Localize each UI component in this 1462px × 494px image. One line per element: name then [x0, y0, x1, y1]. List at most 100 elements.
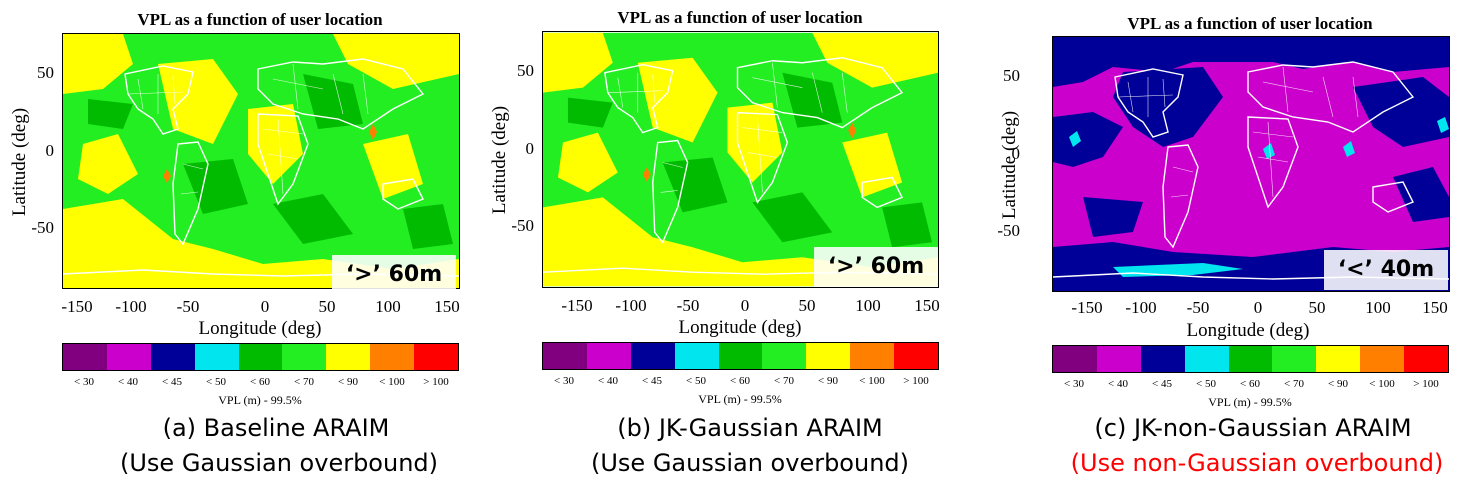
colorbar-swatch	[718, 343, 763, 369]
colorbar	[542, 342, 939, 370]
region-bin-90	[78, 134, 138, 194]
region-bin-90	[158, 59, 238, 144]
caption-line1: (b) JK-Gaussian ARAIM	[617, 414, 883, 442]
colorbar-label: < 40	[1108, 378, 1128, 390]
x-axis-label: Longitude (deg)	[198, 318, 322, 339]
caption-line1: (a) Baseline ARAIM	[162, 414, 390, 442]
vpl-map-svg	[63, 34, 459, 288]
colorbar-swatch	[762, 343, 807, 369]
colorbar-label: < 45	[162, 376, 182, 388]
colorbar-label: < 50	[1196, 378, 1216, 390]
x-tick: 50	[798, 296, 816, 315]
colorbar-swatch	[1096, 346, 1141, 372]
colorbar-label: < 50	[686, 375, 706, 387]
y-axis-label: Latitude (deg)	[999, 110, 1020, 220]
x-tick: 150	[434, 297, 460, 316]
colorbar-label: < 90	[1328, 378, 1348, 390]
country-borders	[607, 62, 848, 193]
colorbar-swatch	[1316, 346, 1361, 372]
region-bin-90	[333, 34, 459, 89]
region-bin-90	[812, 32, 938, 88]
x-tick: -150	[1071, 298, 1103, 317]
region-bin-90	[842, 132, 903, 198]
colorbar-label: < 60	[250, 376, 270, 388]
colorbar-swatch	[1053, 346, 1097, 372]
colorbar-swatch	[282, 344, 327, 370]
chart-title: VPL as a function of user location	[1127, 14, 1373, 33]
region-bin-50	[1437, 117, 1449, 133]
colorbar-label: > 100	[903, 375, 929, 387]
colorbar-swatch	[63, 344, 107, 370]
x-tick: 50	[1308, 298, 1326, 317]
colorbar-swatch	[1360, 346, 1405, 372]
colorbar-swatch	[850, 343, 895, 369]
y-tick: 50	[37, 63, 54, 82]
colorbar-swatch	[150, 344, 195, 370]
vpl-map	[62, 33, 460, 289]
x-tick: 100	[855, 296, 881, 315]
colorbar-label: < 30	[1064, 378, 1084, 390]
colorbar-swatch	[194, 344, 239, 370]
colorbar-swatch	[630, 343, 675, 369]
x-tick: 50	[318, 297, 336, 316]
x-axis-label: Longitude (deg)	[1186, 320, 1310, 341]
colorbar-title: VPL (m) - 99.5%	[1208, 395, 1292, 409]
vpl-annotation: ‘>’ 60m	[332, 255, 456, 295]
region-bin-60	[273, 194, 353, 244]
y-tick: 50	[1003, 66, 1020, 85]
colorbar-label: < 40	[118, 376, 138, 388]
panel-a: VPL as a function of user location	[0, 0, 487, 494]
colorbar-label: < 90	[338, 376, 358, 388]
region-bin-100	[642, 167, 651, 182]
region-bin-60	[882, 202, 933, 248]
region-bin-50	[1263, 143, 1275, 159]
x-tick: -150	[561, 296, 593, 315]
region-bin-45	[1083, 197, 1143, 237]
colorbar-swatch	[414, 344, 459, 370]
y-tick: 50	[517, 61, 534, 80]
x-tick: -50	[676, 296, 700, 315]
y-tick: -50	[997, 221, 1020, 240]
colorbar-swatch	[106, 344, 151, 370]
colorbar-label: < 70	[1284, 378, 1304, 390]
colorbar-swatch	[806, 343, 851, 369]
colorbar-swatch	[586, 343, 631, 369]
region-bin-45	[1053, 37, 1449, 87]
colorbar-label: < 90	[818, 375, 838, 387]
panel-c: VPL as a function of user location	[990, 0, 1462, 494]
x-tick: -50	[1186, 298, 1210, 317]
y-axis-label: Latitude (deg)	[489, 105, 510, 215]
x-tick: -100	[115, 297, 147, 316]
colorbar-swatch	[1140, 346, 1185, 372]
x-tick: 150	[1422, 298, 1448, 317]
y-tick: -50	[31, 218, 54, 237]
y-tick: 0	[525, 139, 535, 158]
x-tick: -100	[1125, 298, 1157, 317]
colorbar-label: < 100	[859, 375, 885, 387]
x-tick: -150	[61, 297, 93, 316]
region-bin-45	[1393, 167, 1449, 222]
colorbar-label: < 45	[1152, 378, 1172, 390]
region-bin-90	[637, 57, 718, 143]
colorbar-swatch	[370, 344, 415, 370]
region-bin-60	[567, 97, 613, 128]
colorbar-swatch	[1272, 346, 1317, 372]
x-axis-label: Longitude (deg)	[678, 317, 802, 338]
region-bin-60	[403, 204, 453, 249]
y-tick: -50	[511, 216, 534, 235]
region-bin-90	[543, 32, 613, 93]
colorbar-label: > 100	[423, 376, 449, 388]
colorbar-swatch	[1404, 346, 1449, 372]
region-bin-90	[363, 134, 423, 199]
chart-title: VPL as a function of user location	[137, 10, 383, 29]
colorbar-swatch	[674, 343, 719, 369]
region-bin-100	[369, 124, 377, 140]
x-tick: -50	[176, 297, 200, 316]
country-borders	[127, 63, 369, 195]
colorbar	[62, 343, 459, 371]
y-tick: 0	[45, 141, 55, 160]
caption-line2: (Use non-Gaussian overbound)	[1070, 449, 1444, 477]
x-tick: 100	[1365, 298, 1391, 317]
colorbar	[1052, 345, 1449, 373]
y-tick: 0	[1011, 144, 1021, 163]
